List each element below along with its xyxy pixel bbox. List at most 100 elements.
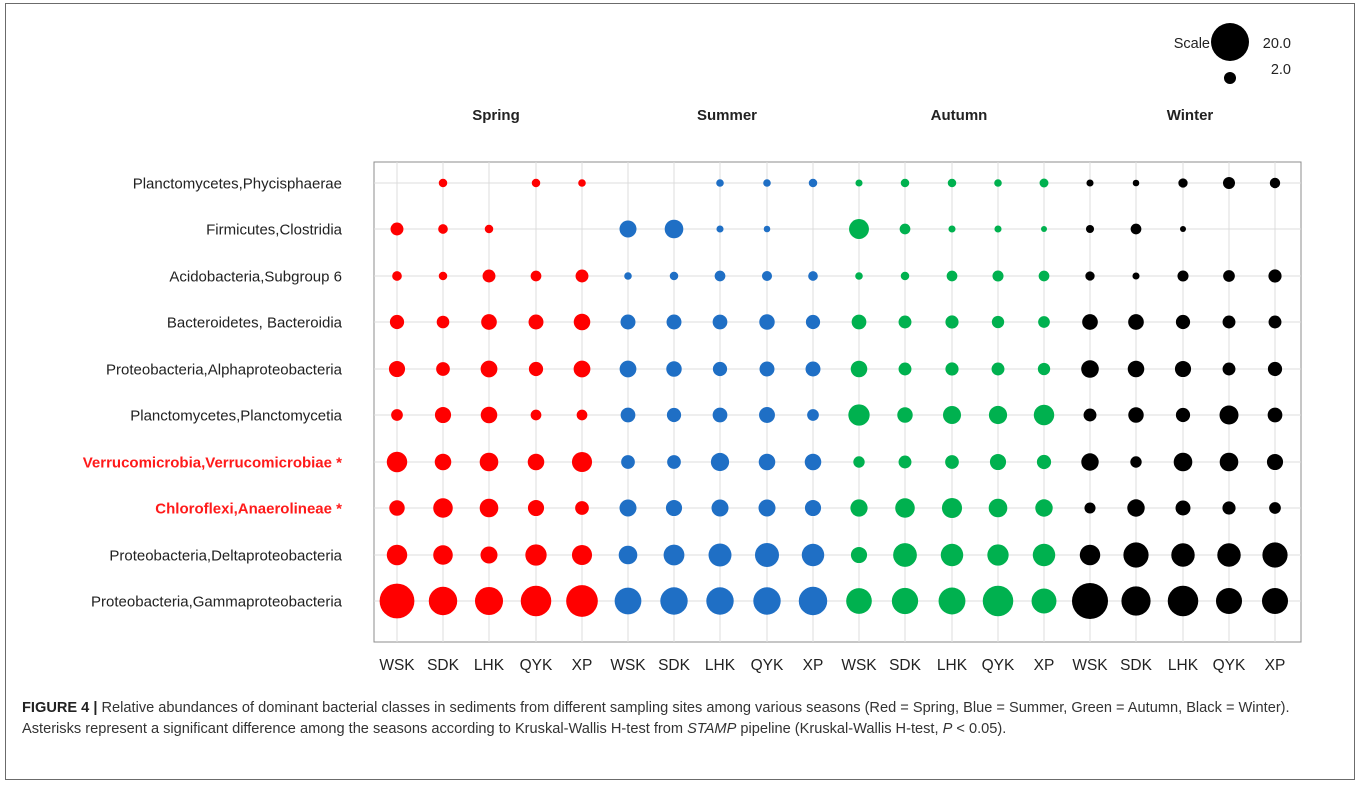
scale-legend-title: Scale xyxy=(1174,36,1210,52)
bubble xyxy=(1035,499,1053,517)
bubble xyxy=(479,452,499,472)
bubble xyxy=(520,585,552,617)
bubble xyxy=(575,269,589,283)
bubble xyxy=(716,179,724,187)
bubble xyxy=(1269,502,1281,514)
bubble xyxy=(1219,452,1239,472)
bubble xyxy=(392,271,402,281)
x-tick-label: WSK xyxy=(379,657,415,674)
bubble xyxy=(389,500,405,516)
bubble xyxy=(938,587,966,615)
bubble xyxy=(433,545,453,565)
x-tick-label: WSK xyxy=(1072,657,1108,674)
bubble xyxy=(619,499,637,517)
bubble xyxy=(1262,542,1288,568)
bubble xyxy=(1177,270,1189,282)
bubble xyxy=(1222,501,1236,515)
bubble xyxy=(1222,176,1236,190)
bubble xyxy=(571,451,593,473)
bubble xyxy=(389,314,405,330)
x-tick-label: LHK xyxy=(937,657,968,674)
season-header: Spring xyxy=(472,107,520,124)
x-tick-label: LHK xyxy=(705,657,736,674)
bubble xyxy=(480,360,498,378)
bubble xyxy=(614,587,642,615)
bubble xyxy=(1079,544,1101,566)
bubble xyxy=(1219,405,1239,425)
x-tick-label: QYK xyxy=(751,657,784,674)
bubble xyxy=(1127,360,1145,378)
scale-legend-bubble xyxy=(1211,23,1249,61)
bubble xyxy=(480,546,498,564)
bubble xyxy=(759,361,775,377)
bubble xyxy=(531,178,541,188)
row-label: Bacteroidetes, Bacteroidia xyxy=(167,315,343,332)
bubble xyxy=(714,270,726,282)
bubble xyxy=(1039,178,1049,188)
bubble xyxy=(1031,588,1057,614)
bubble xyxy=(758,453,776,471)
bubble xyxy=(1175,314,1191,330)
bubble xyxy=(1085,271,1095,281)
bubble xyxy=(571,544,593,566)
bubble xyxy=(566,585,598,617)
bubble xyxy=(391,409,403,421)
bubble xyxy=(1127,499,1145,517)
row-label: Planctomycetes,Planctomycetia xyxy=(130,408,342,425)
x-tick-label: QYK xyxy=(520,657,553,674)
bubble xyxy=(1121,586,1151,616)
bubble xyxy=(624,272,632,280)
season-header: Summer xyxy=(697,107,757,124)
bubble xyxy=(712,361,728,377)
bubble xyxy=(1041,226,1047,232)
x-tick-label: LHK xyxy=(474,657,505,674)
scale-legend-value: 20.0 xyxy=(1263,36,1291,52)
row-label: Planctomycetes,Phycisphaerae xyxy=(133,176,342,193)
bubble xyxy=(438,178,448,188)
bubble xyxy=(1036,454,1052,470)
bubble xyxy=(484,224,494,234)
bubble xyxy=(753,587,781,615)
bubble xyxy=(855,179,863,187)
bubble xyxy=(987,544,1009,566)
scale-legend: Scale 20.0 2.0 xyxy=(1174,23,1291,85)
bubble xyxy=(525,544,547,566)
labels: Planctomycetes,Phycisphaerae Firmicutes,C… xyxy=(83,107,1286,674)
bubble xyxy=(994,179,1002,187)
bubble xyxy=(620,407,636,423)
bubble xyxy=(666,407,682,423)
bubble xyxy=(805,361,821,377)
bubble xyxy=(1175,500,1191,516)
x-tick-label: SDK xyxy=(1120,657,1153,674)
bubble xyxy=(1175,407,1191,423)
bubble xyxy=(804,499,822,517)
bubble xyxy=(576,409,588,421)
caption-text-3: < 0.05). xyxy=(952,721,1007,737)
bubble xyxy=(855,272,863,280)
bubble xyxy=(808,178,818,188)
bubble xyxy=(759,407,775,423)
bubble xyxy=(758,499,776,517)
bubble xyxy=(804,453,822,471)
bubble xyxy=(669,271,679,281)
row-label: Firmicutes,Clostridia xyxy=(206,222,343,239)
grid-lines xyxy=(374,162,1301,642)
bubble xyxy=(1132,272,1140,280)
bubble xyxy=(898,315,912,329)
bubble xyxy=(1267,407,1283,423)
bubble xyxy=(1261,587,1289,615)
bubble xyxy=(763,225,771,233)
bubble xyxy=(434,406,452,424)
bubble xyxy=(1174,360,1192,378)
bubble xyxy=(1082,314,1098,330)
bubble xyxy=(1081,360,1099,378)
bubble xyxy=(761,270,773,282)
bubble xyxy=(1085,224,1095,234)
x-tick-label: QYK xyxy=(1213,657,1246,674)
bubble xyxy=(989,453,1007,471)
bubble xyxy=(759,314,775,330)
x-tick-label: QYK xyxy=(982,657,1015,674)
bubble xyxy=(893,543,917,567)
bubble xyxy=(1223,270,1235,282)
bubble xyxy=(1268,315,1282,329)
